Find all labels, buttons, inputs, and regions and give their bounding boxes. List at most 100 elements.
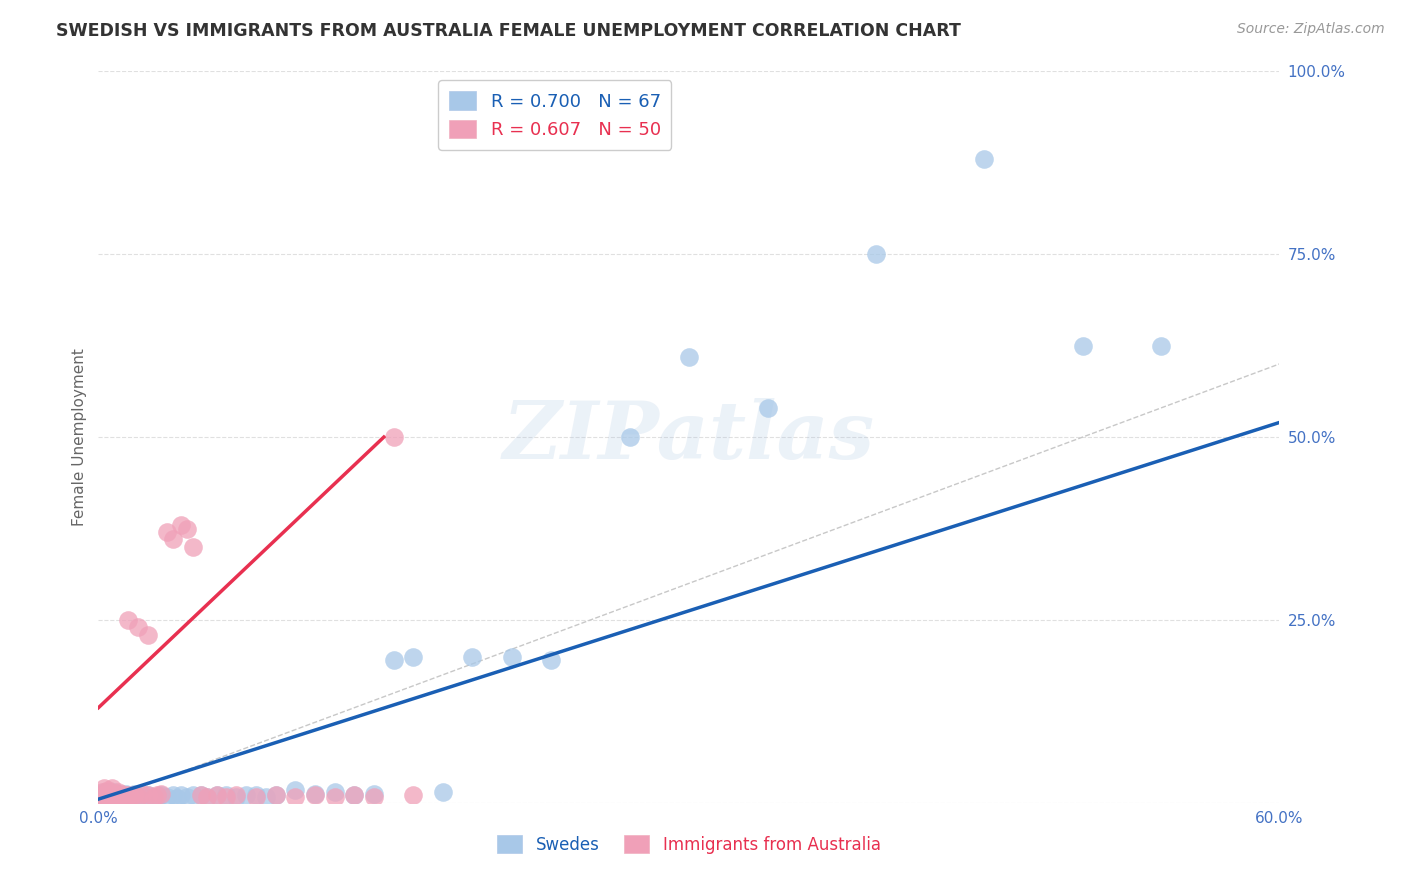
Point	[101, 787, 124, 801]
Point	[245, 789, 267, 803]
Point	[89, 789, 111, 804]
Point	[195, 789, 218, 804]
Point	[181, 540, 204, 554]
Point	[131, 789, 153, 804]
Point	[107, 785, 129, 799]
Point	[96, 787, 118, 801]
Point	[127, 620, 149, 634]
Point	[103, 785, 125, 799]
Point	[108, 789, 131, 803]
Point	[150, 789, 173, 803]
Point	[1071, 338, 1094, 352]
Point	[96, 787, 118, 801]
Point	[101, 789, 124, 803]
Point	[111, 787, 134, 801]
Point	[225, 789, 247, 804]
Point	[117, 613, 139, 627]
Y-axis label: Female Unemployment: Female Unemployment	[72, 348, 87, 526]
Point	[176, 789, 198, 804]
Point	[304, 789, 326, 803]
Point	[91, 785, 114, 799]
Point	[93, 781, 115, 796]
Point	[166, 790, 188, 805]
Point	[865, 247, 887, 261]
Point	[150, 787, 173, 801]
Point	[107, 789, 129, 804]
Point	[101, 781, 124, 796]
Point	[108, 790, 131, 805]
Legend: Swedes, Immigrants from Australia: Swedes, Immigrants from Australia	[491, 829, 887, 860]
Point	[131, 787, 153, 801]
Point	[111, 789, 134, 803]
Point	[1150, 338, 1173, 352]
Point	[225, 789, 247, 803]
Point	[136, 789, 159, 803]
Point	[98, 785, 121, 799]
Point	[98, 789, 121, 803]
Point	[215, 789, 238, 804]
Point	[103, 789, 125, 804]
Point	[973, 152, 995, 166]
Point	[235, 789, 257, 803]
Point	[363, 787, 385, 801]
Point	[162, 789, 184, 803]
Text: Source: ZipAtlas.com: Source: ZipAtlas.com	[1237, 22, 1385, 37]
Point	[122, 789, 145, 803]
Point	[91, 787, 114, 801]
Point	[89, 789, 111, 803]
Text: SWEDISH VS IMMIGRANTS FROM AUSTRALIA FEMALE UNEMPLOYMENT CORRELATION CHART: SWEDISH VS IMMIGRANTS FROM AUSTRALIA FEM…	[56, 22, 962, 40]
Point	[190, 789, 212, 803]
Point	[205, 789, 228, 803]
Point	[115, 787, 138, 801]
Point	[254, 789, 277, 804]
Point	[105, 789, 128, 803]
Point	[195, 789, 218, 804]
Point	[105, 787, 128, 801]
Point	[93, 789, 115, 804]
Point	[117, 789, 139, 803]
Point	[118, 789, 141, 804]
Point	[125, 790, 148, 805]
Point	[323, 785, 346, 799]
Point	[264, 789, 287, 803]
Point	[156, 525, 179, 540]
Point	[121, 789, 143, 804]
Point	[461, 649, 484, 664]
Point	[156, 789, 179, 804]
Point	[146, 789, 169, 803]
Point	[215, 789, 238, 803]
Point	[402, 649, 425, 664]
Point	[284, 789, 307, 804]
Point	[117, 791, 139, 805]
Point	[136, 789, 159, 803]
Point	[115, 789, 138, 804]
Point	[170, 517, 193, 532]
Point	[142, 789, 165, 804]
Point	[103, 791, 125, 805]
Point	[141, 789, 163, 804]
Point	[245, 789, 267, 804]
Point	[107, 787, 129, 801]
Point	[91, 789, 114, 803]
Point	[540, 653, 562, 667]
Point	[343, 789, 366, 803]
Point	[98, 789, 121, 804]
Point	[501, 649, 523, 664]
Point	[136, 627, 159, 641]
Point	[91, 789, 114, 804]
Point	[146, 790, 169, 805]
Point	[101, 789, 124, 804]
Point	[343, 789, 366, 803]
Point	[402, 789, 425, 803]
Point	[122, 787, 145, 801]
Point	[205, 789, 228, 803]
Point	[107, 789, 129, 804]
Point	[162, 533, 184, 547]
Point	[96, 789, 118, 804]
Point	[756, 401, 779, 415]
Point	[190, 789, 212, 803]
Point	[93, 791, 115, 805]
Point	[112, 789, 135, 804]
Point	[97, 785, 120, 799]
Point	[678, 350, 700, 364]
